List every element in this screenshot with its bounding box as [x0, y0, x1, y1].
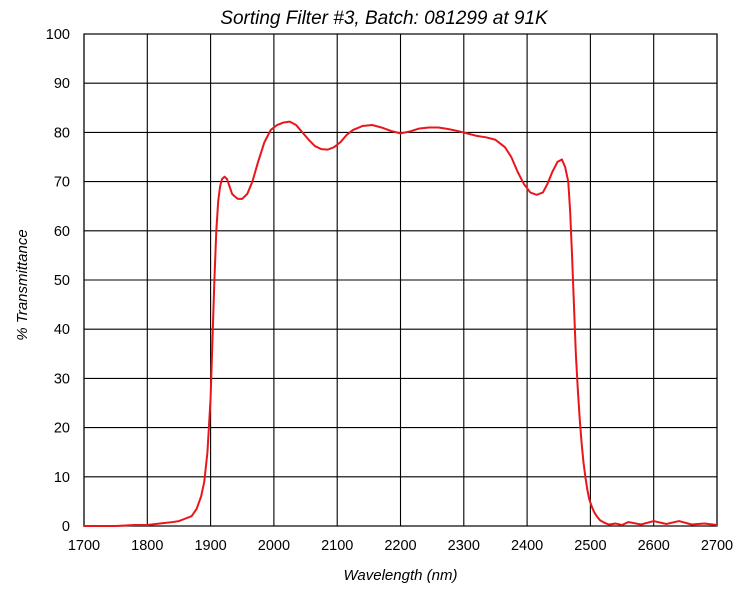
x-tick-label: 2400	[511, 538, 543, 554]
x-tick-label: 2600	[638, 538, 670, 554]
x-tick-label: 2000	[258, 538, 290, 554]
y-tick-label: 20	[54, 421, 70, 437]
x-tick-label: 2300	[448, 538, 480, 554]
grid	[83, 33, 718, 527]
series	[83, 120, 718, 527]
y-tick-label: 30	[54, 371, 70, 387]
x-tick-label: 1700	[68, 538, 100, 554]
y-tick-label: 40	[54, 322, 70, 338]
x-tick-label: 1800	[131, 538, 163, 554]
x-axis-label: Wavelength (nm)	[344, 567, 458, 584]
x-tick-label: 2100	[321, 538, 353, 554]
y-tick-label: 60	[54, 224, 70, 240]
tick-labels: 1700 1800 1900 2000 2100 2200 2300 2400 2500 2600…	[46, 27, 733, 554]
y-tick-label: 50	[54, 273, 70, 289]
y-tick-label: 100	[46, 27, 70, 43]
x-tick-label: 2200	[384, 538, 416, 554]
x-tick-label: 2500	[574, 538, 606, 554]
chart-title: Sorting Filter #3, Batch: 081299 at 91K	[220, 8, 549, 29]
y-axis-label: % Transmittance	[14, 229, 31, 340]
x-tick-label: 1900	[194, 538, 226, 554]
y-tick-label: 90	[54, 76, 70, 92]
series-line	[83, 120, 718, 527]
y-tick-label: 80	[54, 125, 70, 141]
y-tick-label: 70	[54, 175, 70, 191]
y-tick-label: 10	[54, 470, 70, 486]
y-tick-label: 0	[62, 519, 70, 535]
x-tick-label: 2700	[701, 538, 733, 554]
plot-frame	[83, 33, 718, 527]
